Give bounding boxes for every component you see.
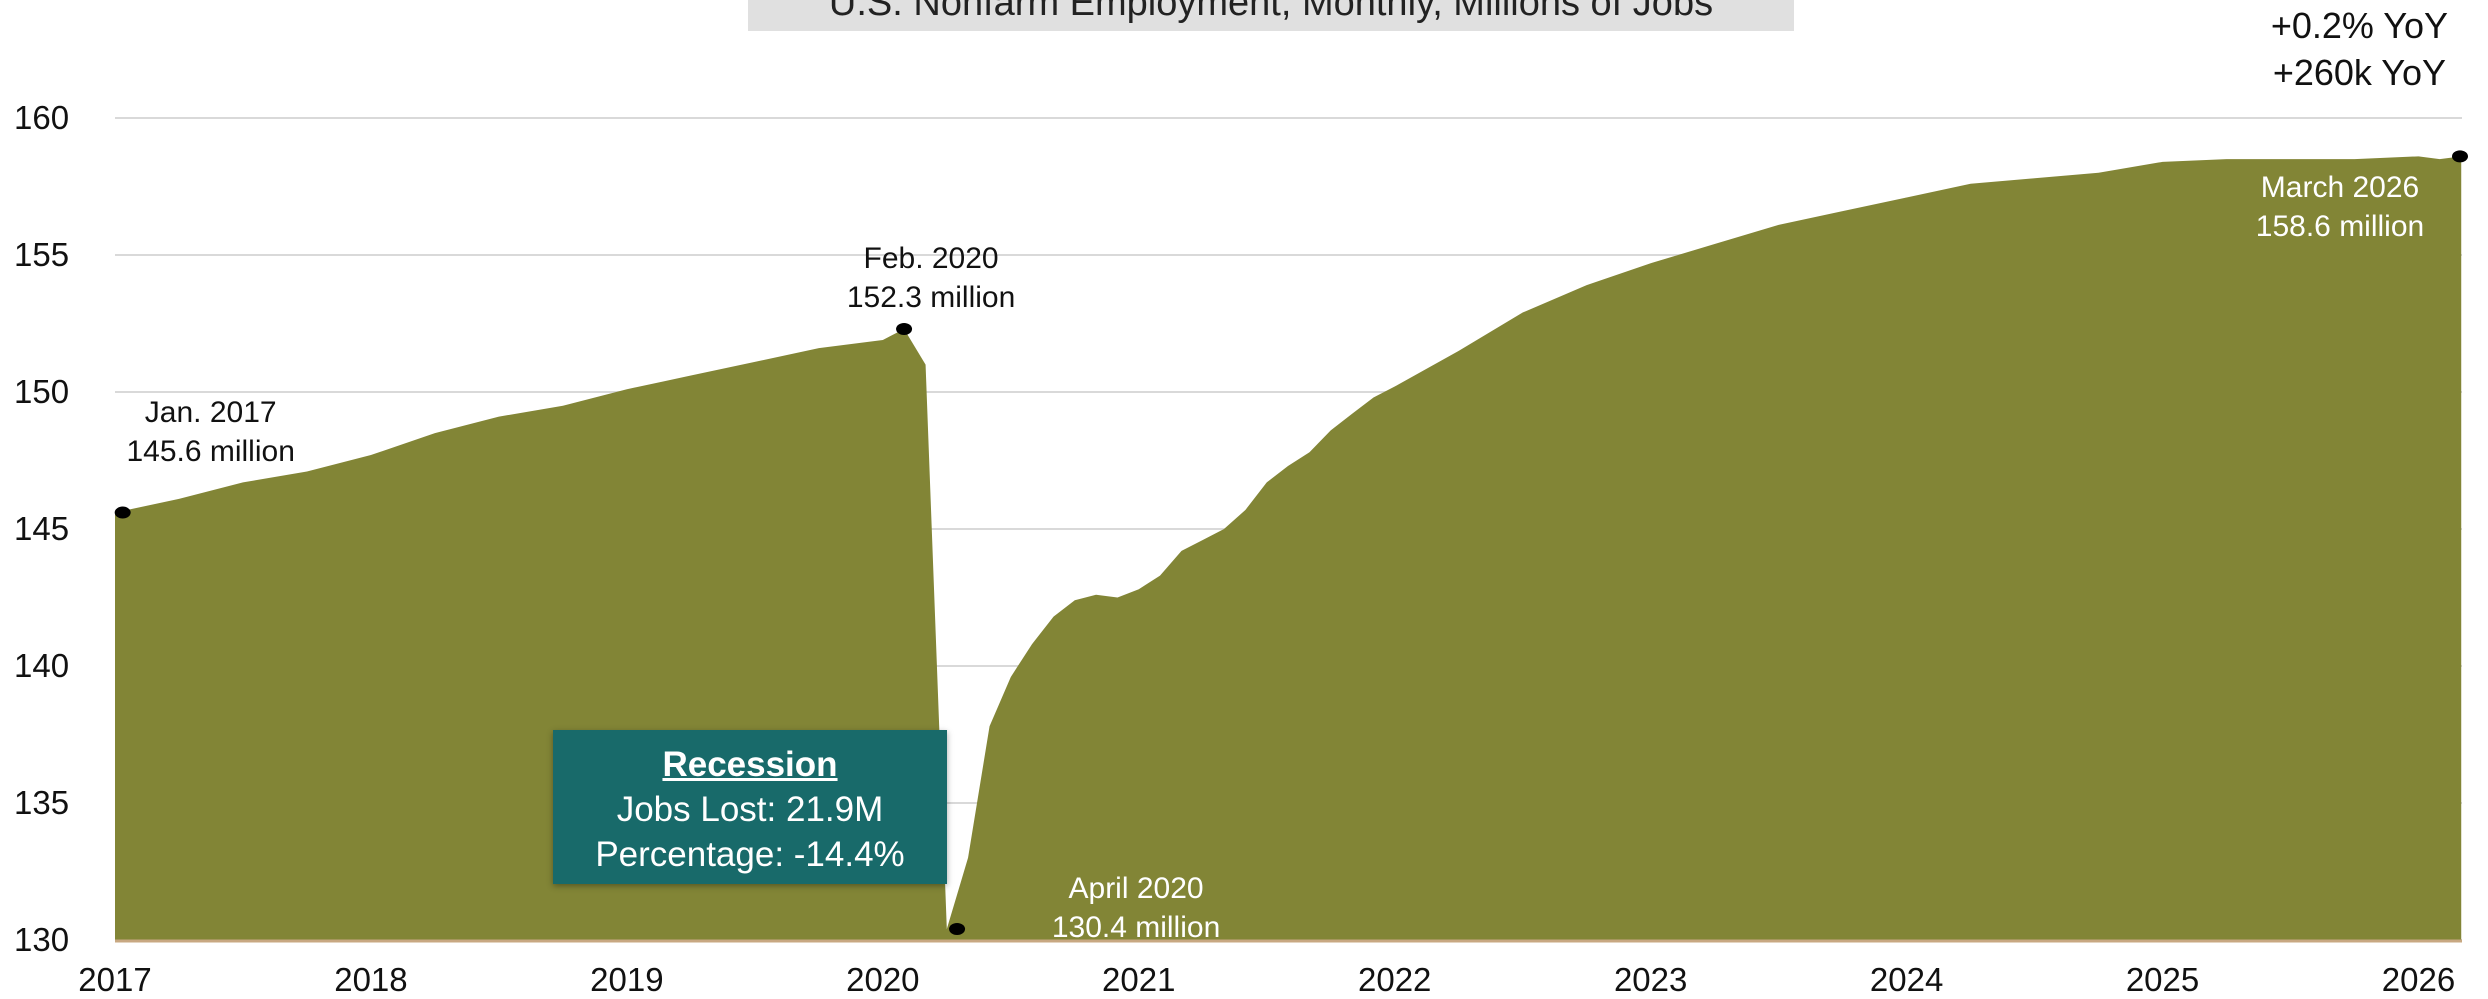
y-tick-label: 135	[14, 784, 70, 821]
x-tick-label: 2024	[1869, 961, 1944, 998]
point-feb2020	[896, 322, 913, 335]
x-tick-label: 2023	[1613, 961, 1688, 998]
annotation-apr-2020: April 2020 130.4 million	[1052, 869, 1220, 947]
annotation-value: 130.4 million	[1051, 911, 1221, 945]
annotation-label: Jan. 2017	[144, 395, 277, 429]
point-jan2017	[114, 506, 131, 519]
annotation-value: 158.6 million	[2255, 210, 2425, 244]
recession-title: Recession	[662, 745, 838, 784]
y-tick-label: 145	[14, 510, 70, 547]
annotation-label: March 2026	[2260, 171, 2420, 205]
annotation-feb-2020: Feb. 2020 152.3 million	[847, 239, 1015, 317]
annotation-value: 145.6 million	[126, 434, 295, 468]
chart-title: U.S. Nonfarm Employment, Monthly, Millio…	[748, 0, 1794, 31]
recession-percentage: Percentage: -14.4%	[595, 835, 905, 874]
point-mar2026	[2452, 150, 2468, 163]
annotation-jan-2017: Jan. 2017 145.6 million	[126, 393, 294, 471]
y-tick-label: 155	[14, 236, 70, 273]
recession-callout: Recession Jobs Lost: 21.9M Percentage: -…	[553, 730, 947, 884]
yoy-percent: +0.2% YoY	[2270, 5, 2448, 46]
y-tick-label: 140	[14, 647, 70, 684]
x-tick-label: 2026	[2381, 961, 2456, 998]
annotation-label: April 2020	[1068, 872, 1204, 906]
x-tick-label: 2020	[846, 961, 920, 998]
y-tick-label: 160	[14, 99, 70, 136]
x-tick-label: 2025	[2125, 961, 2200, 998]
x-tick-label: 2018	[334, 961, 408, 998]
point-apr2020	[949, 923, 966, 936]
x-tick-label: 2019	[590, 961, 664, 998]
annotation-value: 152.3 million	[846, 280, 1016, 314]
y-tick-label: 150	[14, 373, 70, 410]
annotation-mar-2026: March 2026 158.6 million	[2256, 168, 2424, 246]
x-tick-label: 2021	[1102, 961, 1176, 998]
annotation-label: Feb. 2020	[863, 241, 999, 275]
annotation-points	[114, 150, 2468, 936]
y-tick-label: 130	[14, 921, 70, 958]
yoy-summary: +0.2% YoY +260k YoY	[2271, 2, 2448, 96]
employment-area-series	[115, 156, 2462, 941]
x-tick-label: 2022	[1357, 961, 1432, 998]
yoy-jobs: +260k YoY	[2272, 52, 2446, 93]
x-tick-label: 2017	[78, 961, 152, 998]
recession-jobs-lost: Jobs Lost: 21.9M	[616, 790, 884, 829]
